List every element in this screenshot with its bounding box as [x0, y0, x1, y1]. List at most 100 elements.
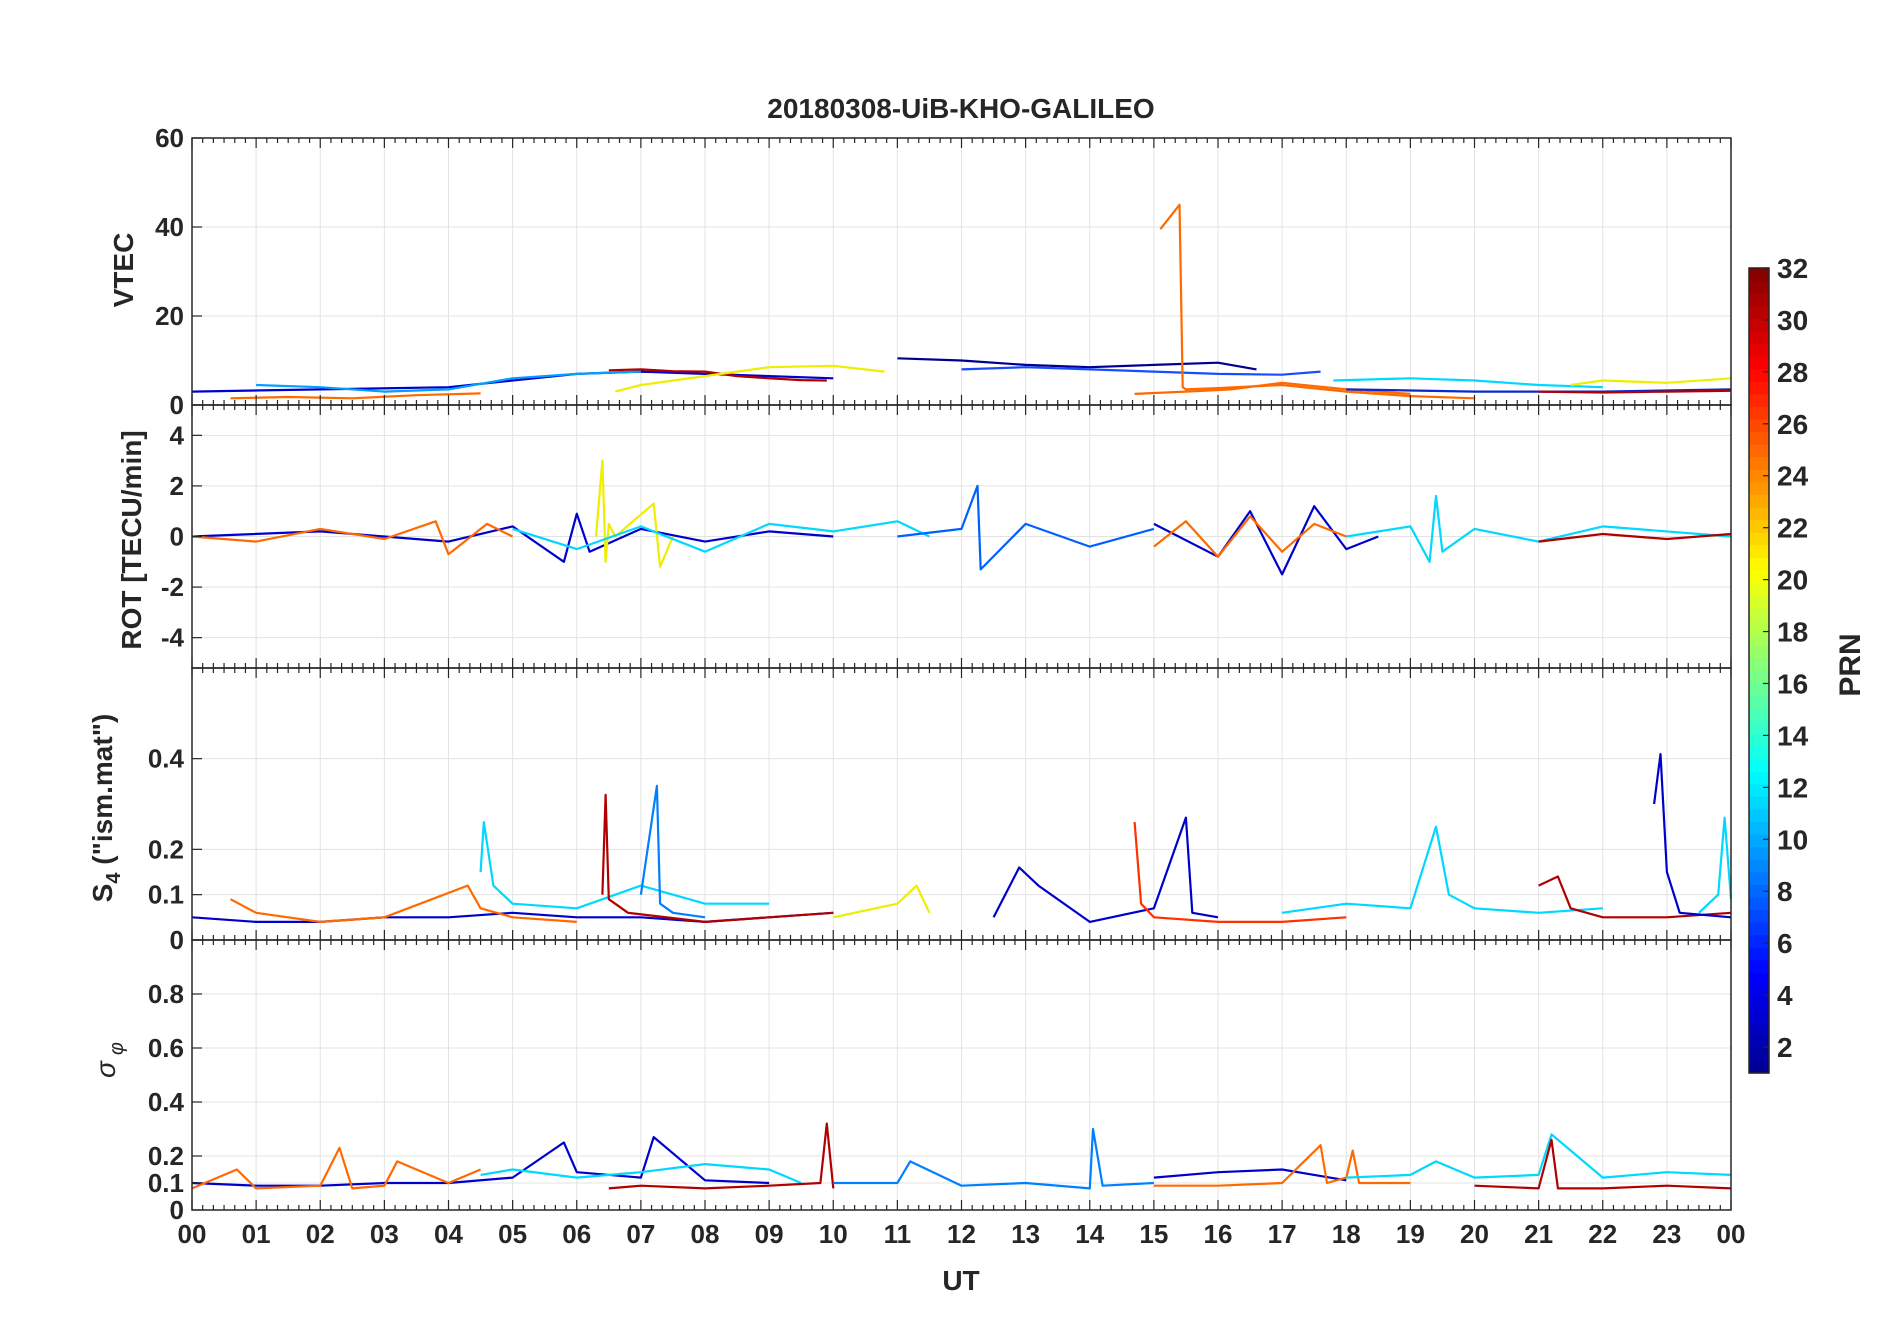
rot-x-ticks [191, 405, 1732, 668]
x-tick-label: 22 [1588, 1219, 1617, 1249]
colorbar-label: PRN [1834, 633, 1867, 696]
colorbar-segment [1749, 456, 1769, 470]
colorbar-segment [1749, 846, 1769, 860]
s4-ylabel: S4 ("ism.mat") [87, 714, 125, 903]
sigma-phi-series-4 [833, 1127, 1154, 1190]
colorbar-segment [1749, 909, 1769, 923]
colorbar-segment [1749, 783, 1769, 797]
x-tick-label: 05 [498, 1219, 527, 1249]
colorbar-segment [1749, 959, 1769, 973]
s4-series-1 [229, 884, 577, 923]
x-tick-label: 13 [1011, 1219, 1040, 1249]
colorbar-segment [1749, 758, 1769, 772]
vtec-y-tick-label: 60 [155, 123, 184, 153]
rot-y-tick-label: 4 [170, 420, 185, 450]
colorbar-segment [1749, 1060, 1769, 1074]
colorbar-segment [1749, 557, 1769, 571]
sigma-phi-series-6 [1153, 1144, 1411, 1187]
colorbar-tick-label: 10 [1777, 824, 1808, 855]
x-tick-label: 14 [1075, 1219, 1104, 1249]
colorbar-frame [1748, 267, 1770, 1074]
colorbar-segment [1749, 670, 1769, 684]
colorbar-segment [1749, 431, 1769, 445]
colorbar-segment [1749, 708, 1769, 722]
x-tick-label: 00 [178, 1219, 207, 1249]
colorbar-segment [1749, 356, 1769, 370]
s4-series-6 [992, 816, 1219, 923]
colorbar-segment [1749, 595, 1769, 609]
colorbar-tick-label: 8 [1777, 876, 1793, 907]
colorbar-tick-label: 32 [1777, 253, 1808, 284]
colorbar-segment [1749, 393, 1769, 407]
sigma-phi-ylabel-main: σ [90, 1060, 121, 1078]
s4-y-tick-label: 0 [170, 925, 184, 955]
colorbar-tick-label: 20 [1777, 565, 1808, 596]
vtec-series-10 [1570, 377, 1732, 387]
colorbar-segment [1749, 896, 1769, 911]
s4-ylabel-rest: ("ism.mat") [87, 714, 118, 873]
x-tick-label: 09 [755, 1219, 784, 1249]
x-tick-label: 10 [819, 1219, 848, 1249]
rot-ylabel: ROT [TECU/min] [116, 430, 147, 649]
colorbar-segment [1749, 821, 1769, 835]
sigma-phi-y-tick-label: 0.8 [148, 979, 184, 1009]
x-tick-label: 20 [1460, 1219, 1489, 1249]
rot-y-tick-label: 0 [170, 522, 184, 552]
x-tick-label: 00 [1717, 1219, 1746, 1249]
sigma-phi-y-tick-label: 0.1 [148, 1168, 184, 1198]
colorbar-segment [1749, 569, 1769, 584]
rot-series-7 [1346, 494, 1732, 563]
sigma-phi-y-tick-label: 0.2 [148, 1141, 184, 1171]
x-axis-label: UT [942, 1265, 979, 1296]
x-tick-label: 06 [562, 1219, 591, 1249]
x-tick-label: 08 [691, 1219, 720, 1249]
colorbar-tick-label: 2 [1777, 1032, 1793, 1063]
rot-y-tick-label: -4 [161, 623, 185, 653]
s4-series-2 [479, 821, 770, 910]
colorbar-segment [1749, 745, 1769, 760]
colorbar-tick-label: 18 [1777, 617, 1808, 648]
colorbar-segment [1749, 859, 1769, 873]
x-tick-label: 12 [947, 1219, 976, 1249]
colorbar-segment [1749, 469, 1769, 483]
colorbar-segment [1749, 871, 1769, 885]
x-tick-label: 02 [306, 1219, 335, 1249]
colorbar-segment [1749, 720, 1769, 734]
colorbar-tick-label: 28 [1777, 357, 1808, 388]
x-tick-label: 21 [1524, 1219, 1553, 1249]
s4-series-9 [1538, 875, 1732, 919]
colorbar-segment [1749, 330, 1769, 345]
colorbar-segment [1749, 381, 1769, 395]
colorbar-tick-label: 24 [1777, 461, 1809, 492]
colorbar-segment [1749, 884, 1769, 898]
colorbar-tick-label: 6 [1777, 928, 1793, 959]
colorbar-segment [1749, 494, 1769, 508]
colorbar-segment [1749, 293, 1769, 307]
colorbar-segment [1749, 1035, 1769, 1049]
colorbar-tick-label: 4 [1777, 980, 1793, 1011]
s4-ylabel-main: S [87, 884, 118, 903]
colorbar-segment [1749, 1047, 1769, 1062]
colorbar-segment [1749, 343, 1769, 357]
rot-series-0 [191, 512, 834, 563]
colorbar-segment [1749, 922, 1769, 936]
s4-series-11 [1698, 816, 1733, 914]
sigma-phi-y-tick-label: 0.6 [148, 1033, 184, 1063]
x-tick-label: 01 [242, 1219, 271, 1249]
colorbar-segment [1749, 934, 1769, 948]
colorbar-tick-label: 12 [1777, 772, 1808, 803]
sigma-phi-series-7 [1346, 1133, 1732, 1179]
s4-y-tick-label: 0.4 [148, 744, 185, 774]
colorbar-segment [1749, 418, 1769, 433]
colorbar-tick-label: 16 [1777, 668, 1808, 699]
s4-y-tick-label: 0.1 [148, 880, 184, 910]
colorbar-segment [1749, 544, 1769, 558]
rot-series-2 [594, 459, 674, 568]
colorbar-segment [1749, 645, 1769, 659]
x-tick-label: 23 [1652, 1219, 1681, 1249]
colorbar-segment [1749, 657, 1769, 672]
rot-series-3 [512, 520, 930, 553]
x-tick-label: 16 [1204, 1219, 1233, 1249]
